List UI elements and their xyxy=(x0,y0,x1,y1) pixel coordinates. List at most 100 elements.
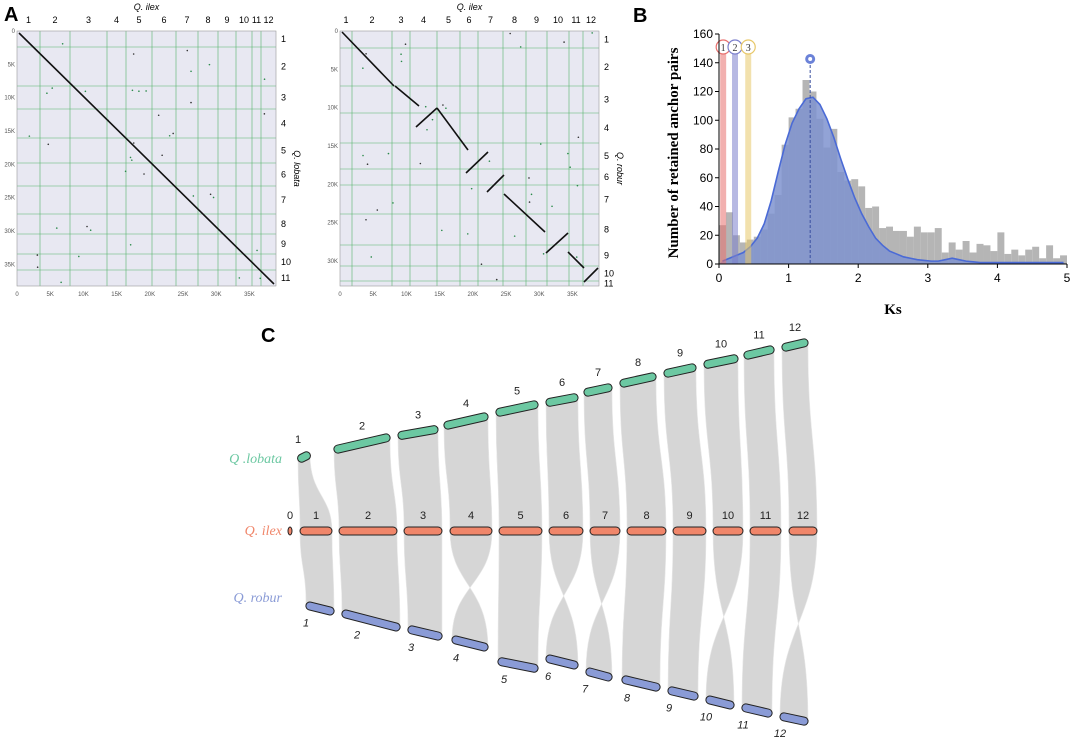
top-chrom-label: 10 xyxy=(239,15,249,25)
lobata-chrom-label: 1 xyxy=(295,434,301,446)
collinear-segment xyxy=(415,107,438,128)
top-chrom-label: 1 xyxy=(26,15,31,25)
histogram-bar xyxy=(1039,258,1047,264)
histogram-bar xyxy=(934,228,942,264)
scatter-dot xyxy=(186,49,189,52)
species-label: Q. ilex xyxy=(245,524,283,539)
right-chrom-label: 8 xyxy=(281,219,286,229)
right-chrom-label: 12 xyxy=(281,0,291,2)
right-chrom-label: 4 xyxy=(604,123,609,133)
scatter-dot xyxy=(263,113,266,115)
chromosome-bar-robur xyxy=(497,657,539,673)
right-chrom-label: 9 xyxy=(604,251,609,261)
synteny-ribbon-lower xyxy=(403,530,443,638)
left-tick-label: 35K xyxy=(4,262,15,268)
panel-label-c: C xyxy=(261,325,275,347)
x-axis-label: Ks xyxy=(884,302,902,318)
top-chrom-label: 10 xyxy=(553,15,563,25)
left-tick-label: 15K xyxy=(4,129,15,135)
synteny-ribbon-lower xyxy=(585,530,621,679)
chromosome-bar-ilex xyxy=(449,526,493,536)
chromosome-bar-ilex xyxy=(672,526,707,536)
x-tick-label: 4 xyxy=(994,271,1001,285)
collinear-segment xyxy=(436,107,469,151)
chromosome-bar-lobata xyxy=(583,383,613,397)
left-tick-label: 25K xyxy=(327,221,338,227)
lobata-chrom-label: 10 xyxy=(715,339,727,351)
right-chrom-label: 1 xyxy=(604,35,609,45)
scatter-dot xyxy=(376,209,379,211)
right-chrom-label: 5 xyxy=(281,146,286,156)
chromosome-bar-robur xyxy=(667,686,699,701)
y-tick-label: 20 xyxy=(700,228,714,242)
bottom-tick-label: 0 xyxy=(338,292,342,298)
bottom-tick-label: 25K xyxy=(501,292,512,298)
scatter-dot xyxy=(563,41,565,43)
right-chrom-label: 6 xyxy=(281,170,286,180)
chromosome-bar-robur xyxy=(545,654,579,670)
scatter-dot xyxy=(440,229,443,232)
scatter-dot xyxy=(208,63,211,66)
chromosome-bar-lobata xyxy=(495,400,539,417)
bottom-tick-label: 30K xyxy=(534,292,545,298)
ilex-chrom-label: 0 xyxy=(287,510,293,522)
right-chrom-label: 6 xyxy=(604,172,609,182)
peak-marker xyxy=(740,39,756,55)
chromosome-bar-ilex xyxy=(338,526,398,536)
ilex-chrom-label: 6 xyxy=(563,510,569,522)
plot-border xyxy=(339,30,600,287)
scatter-dot xyxy=(366,163,369,165)
x-tick-label: 3 xyxy=(924,271,931,285)
top-chrom-label: 3 xyxy=(398,15,403,25)
scatter-dot xyxy=(47,143,50,146)
right-chrom-label: 2 xyxy=(281,62,286,72)
top-chrom-label: 5 xyxy=(136,15,141,25)
scatter-dot xyxy=(212,196,215,199)
ilex-chrom-label: 5 xyxy=(517,510,523,522)
scatter-dot xyxy=(442,104,444,106)
histogram-bar xyxy=(955,249,963,264)
histogram-bar xyxy=(990,251,998,264)
scatter-dot xyxy=(157,114,160,117)
histogram-bar xyxy=(969,252,977,264)
chromosome-bar-ilex xyxy=(788,526,818,536)
scatter-dot xyxy=(528,177,530,179)
top-chrom-label: 11 xyxy=(571,15,580,25)
histogram-bar xyxy=(1004,253,1012,264)
ilex-chrom-label: 10 xyxy=(722,510,734,522)
scatter-dot xyxy=(365,218,367,221)
ilex-chrom-label: 7 xyxy=(602,510,608,522)
bottom-tick-label: 10K xyxy=(401,292,412,298)
scatter-dot xyxy=(138,90,140,92)
scatter-dot xyxy=(575,256,578,258)
left-tick-label: 5K xyxy=(8,62,15,68)
synteny-ribbon-lower xyxy=(779,530,818,723)
chromosome-bar-robur xyxy=(451,635,489,652)
density-area xyxy=(719,97,1067,264)
right-chrom-label: 8 xyxy=(604,225,609,235)
bottom-tick-label: 5K xyxy=(370,292,377,298)
scatter-dot xyxy=(84,90,87,93)
robur-chrom-label: 3 xyxy=(408,642,415,654)
top-chrom-label: 2 xyxy=(52,15,57,25)
chromosome-bar-robur xyxy=(741,703,773,718)
chromosome-bar-robur xyxy=(305,601,335,616)
top-chrom-label: 4 xyxy=(421,15,426,25)
right-chrom-label: 3 xyxy=(281,93,286,103)
robur-chrom-label: 9 xyxy=(666,703,672,715)
collinear-segment xyxy=(394,85,420,107)
top-chrom-label: 11 xyxy=(252,15,261,25)
chromosome-bar-ilex xyxy=(498,526,543,536)
bottom-tick-label: 15K xyxy=(434,292,445,298)
right-chrom-label: 4 xyxy=(281,119,286,129)
bottom-tick-label: 10K xyxy=(78,292,89,298)
robur-chrom-label: 1 xyxy=(303,618,309,630)
scatter-dot xyxy=(143,173,145,175)
chromosome-bar-ilex xyxy=(589,526,621,536)
chromosome-bar-ilex xyxy=(548,526,584,536)
histogram-bar xyxy=(1018,255,1026,264)
histogram-bar xyxy=(983,245,991,264)
chromosome-bar-robur xyxy=(705,695,735,710)
synteny-ribbon-lower xyxy=(449,530,493,649)
collinear-segment xyxy=(583,267,599,283)
